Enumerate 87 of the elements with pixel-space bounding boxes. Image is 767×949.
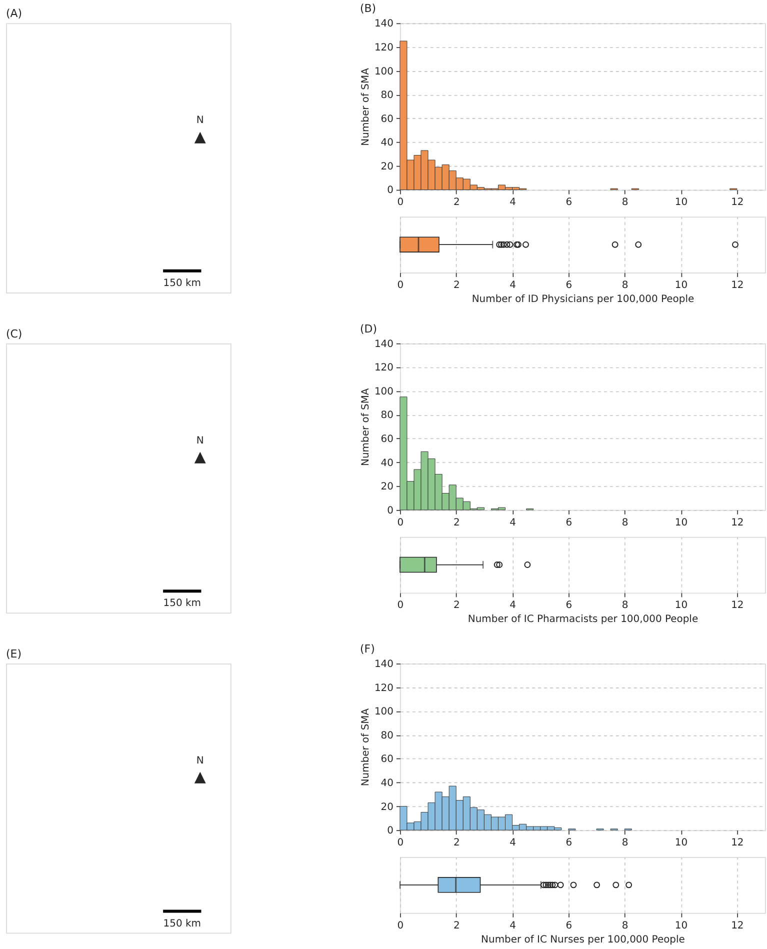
x-tick-label: 4 [510,600,516,612]
x-tick-label: 2 [453,838,460,849]
text: (A) [6,7,22,20]
x-tick-label: 6 [566,600,572,612]
x-tick-label: 10 [674,920,688,932]
text: 150 km [163,598,201,610]
x-tick-label: 2 [453,517,460,528]
y-tick-label: 40 [380,138,394,149]
x-tick-label: 12 [731,920,744,932]
x-tick-label: 12 [731,838,744,849]
chart-title: (D) [360,322,377,336]
y-tick-label: 0 [387,185,394,196]
y-tick-label: 60 [380,754,394,766]
x-tick-label: 0 [397,600,404,612]
text: 150 km [163,278,201,290]
text: N [196,755,204,766]
x-tick-label: 2 [453,197,460,208]
x-tick-label: 2 [453,280,460,291]
text: 150 km [163,918,201,930]
text: (E) [6,648,22,661]
y-tick-label: 80 [380,730,394,742]
x-tick-label: 8 [622,920,628,932]
x-tick-label: 12 [731,600,744,612]
x-tick-label: 0 [397,517,404,528]
x-tick-label: 10 [674,838,688,849]
text: (C) [6,327,22,340]
x-tick-label: 0 [397,838,404,849]
y-tick-label: 60 [380,114,394,125]
x-tick-label: 6 [566,280,572,291]
text: ▲ [194,768,206,786]
x-tick-label: 10 [674,280,688,291]
y-axis-title: Number of SMA [360,388,372,466]
x-tick-label: 2 [453,600,460,612]
y-tick-label: 0 [387,505,394,516]
x-tick-label: 6 [566,920,572,932]
x-axis-title: Number of IC Nurses per 100,000 People [481,934,685,946]
text: ▲ [194,127,206,146]
y-tick-label: 120 [374,42,394,54]
y-tick-label: 100 [374,706,394,718]
y-tick-label: 140 [374,658,394,670]
x-tick-label: 10 [674,517,688,528]
text: N [196,435,204,446]
y-tick-label: 40 [380,458,394,469]
x-tick-label: 2 [453,920,460,932]
x-tick-label: 6 [566,197,572,208]
x-tick-label: 12 [731,517,744,528]
x-tick-label: 8 [622,197,628,208]
y-tick-label: 60 [380,434,394,446]
x-tick-label: 6 [566,838,572,849]
y-tick-label: 100 [374,66,394,78]
y-tick-label: 140 [374,18,394,30]
y-axis-title: Number of SMA [360,708,372,786]
y-tick-label: 140 [374,338,394,350]
x-tick-label: 12 [731,197,744,208]
x-tick-label: 8 [622,838,628,849]
y-tick-label: 120 [374,362,394,374]
x-tick-label: 4 [510,280,516,291]
x-tick-label: 0 [397,920,404,932]
y-axis-title: Number of SMA [360,68,372,146]
x-tick-label: 0 [397,280,404,291]
y-tick-label: 120 [374,682,394,694]
y-tick-label: 40 [380,778,394,789]
x-tick-label: 4 [510,920,516,932]
x-tick-label: 6 [566,517,572,528]
x-tick-label: 0 [397,197,404,208]
y-tick-label: 20 [380,482,394,493]
x-tick-label: 10 [674,600,688,612]
y-tick-label: 80 [380,410,394,422]
y-tick-label: 0 [387,826,394,837]
y-tick-label: 20 [380,161,394,172]
x-tick-label: 4 [510,838,516,849]
y-tick-label: 20 [380,802,394,813]
x-axis-title: Number of IC Pharmacists per 100,000 People [468,614,698,626]
x-tick-label: 8 [622,517,628,528]
chart-title: (F) [360,642,375,656]
text: ▲ [194,447,206,466]
x-tick-label: 4 [510,197,516,208]
x-tick-label: 12 [731,280,744,291]
chart-title: (B) [360,2,376,16]
x-tick-label: 8 [622,600,628,612]
y-tick-label: 100 [374,386,394,398]
y-tick-label: 80 [380,90,394,102]
x-axis-title: Number of ID Physicians per 100,000 People [472,294,694,305]
text: N [196,115,204,126]
x-tick-label: 4 [510,517,516,528]
x-tick-label: 8 [622,280,628,291]
x-tick-label: 10 [674,197,688,208]
